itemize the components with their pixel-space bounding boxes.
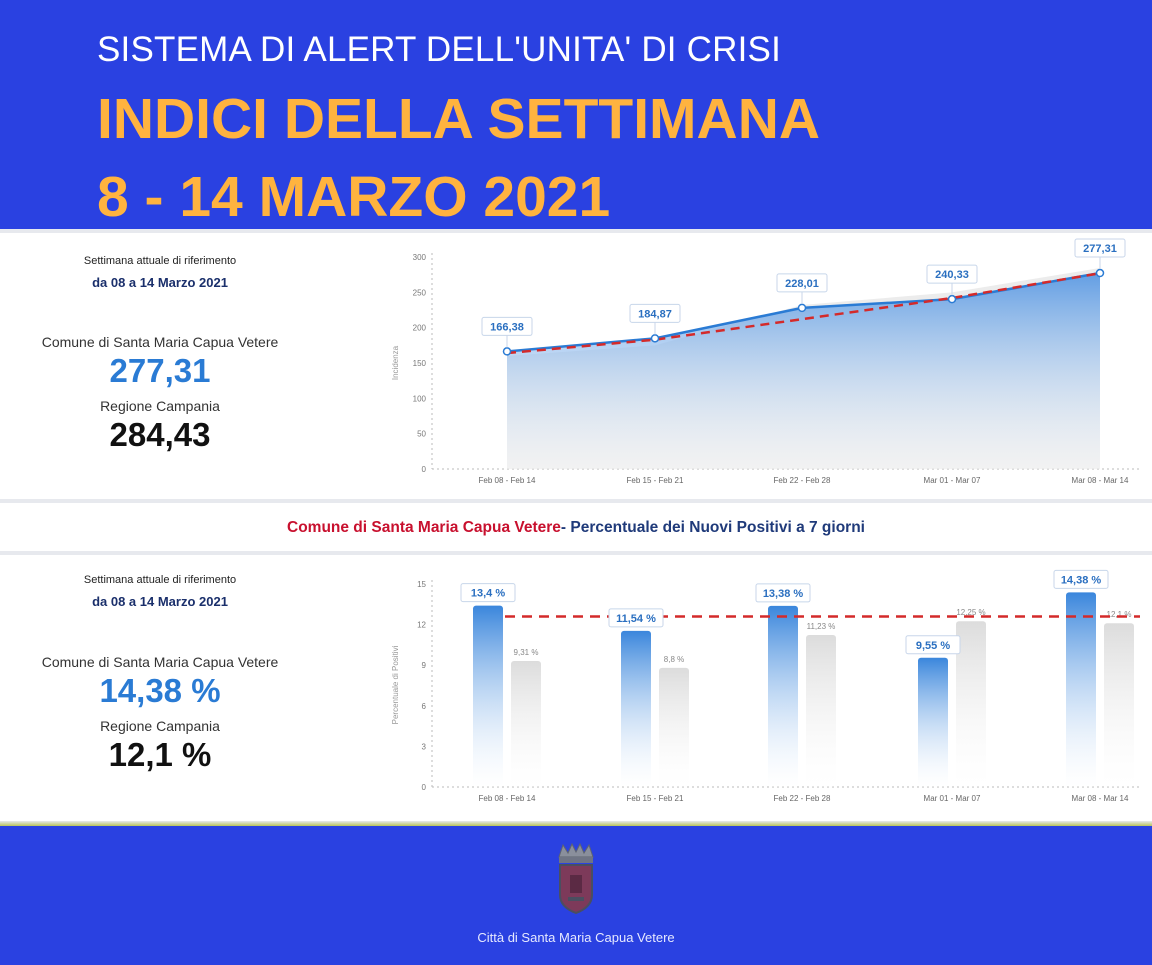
data-label: 14,38 % [1061,574,1102,586]
comune-bar [1066,592,1096,787]
comune-bar [473,605,503,787]
chart-title-band: Comune di Santa Maria Capua Vetere - Per… [0,503,1152,552]
header-subtitle: SISTEMA DI ALERT DELL'UNITA' DI CRISI [97,30,782,69]
x-tick-label: Feb 22 - Feb 28 [774,476,831,485]
comune-value: 14,38 % [99,672,221,709]
data-label: 9,55 % [916,640,950,652]
data-label: 184,87 [638,308,672,320]
header-title: INDICI DELLA SETTIMANA 8 - 14 MARZO 2021 [97,80,820,236]
data-label: 166,38 [490,321,524,333]
data-point [947,294,957,304]
y-tick-label: 300 [413,253,427,262]
region-value: 284,43 [109,416,211,453]
comune-area [507,273,1100,469]
band-title-metric: - Percentuale dei Nuovi Positivi a 7 gio… [560,518,865,536]
header-title-line1: INDICI DELLA SETTIMANA [97,87,821,151]
y-tick-label: 250 [413,288,427,297]
positivity-panel: Settimana attuale di riferimento da 08 a… [0,555,1152,821]
y-tick-label: 0 [422,783,427,792]
data-label: 228,01 [785,278,819,290]
y-tick-label: 0 [422,465,427,474]
data-label-box [1053,569,1109,589]
region-value: 12,1 % [108,736,212,773]
data-label-box [608,608,664,628]
y-tick-label: 12 [417,621,426,630]
y-axis-label: Incidenza [391,345,400,380]
x-tick-label: Mar 08 - Mar 14 [1072,476,1129,485]
data-point [650,334,660,343]
positivity-info: Settimana attuale di riferimento da 08 a… [0,574,320,609]
ref-label: Settimana attuale di riferimento [83,574,237,586]
comune-bar [918,657,948,787]
x-tick-label: Mar 08 - Mar 14 [1072,794,1129,803]
header: SISTEMA DI ALERT DELL'UNITA' DI CRISI IN… [0,0,1152,230]
y-tick-label: 100 [413,394,427,403]
x-tick-label: Feb 15 - Feb 21 [627,476,684,485]
y-tick-label: 6 [422,702,427,711]
data-label-box [460,583,516,603]
separator [0,229,1152,233]
data-point [1095,268,1105,278]
region-bar [956,621,986,787]
positivity-bar-chart: 0 3 6 9 12 15 Percentuale di Positivi Feb 08 - … [391,569,1140,803]
incidence-info: Settimana attuale di riferimento da 08 a… [0,255,320,290]
y-tick-label: 15 [417,580,426,589]
data-label: 13,38 % [763,588,804,600]
data-label-box [905,635,961,655]
x-tick-label: Feb 15 - Feb 21 [627,794,684,803]
ref-date: da 08 a 14 Marzo 2021 [92,275,228,290]
separator [0,499,1152,503]
comune-label: Comune di Santa Maria Capua Vetere [41,334,279,350]
trend-line [506,272,1101,355]
x-tick-label: Mar 01 - Mar 07 [924,794,981,803]
incidence-line-chart: 0 50 100 150 200 250 300 Incidenza Feb 08 - Feb … [391,238,1140,485]
y-tick-label: 150 [413,359,427,368]
ref-label: Settimana attuale di riferimento [83,255,237,267]
data-label-box [755,583,811,603]
data-label: 277,31 [1083,243,1117,255]
y-tick-label: 3 [422,742,427,751]
incidence-values: Comune di Santa Maria Capua Vetere 277,3… [0,334,320,454]
y-tick-label: 50 [417,430,426,439]
region-bar-label: 12,1 % [1107,610,1132,619]
region-bar [806,635,836,787]
y-tick-label: 9 [422,661,427,670]
data-label: 240,33 [935,269,969,281]
data-label: 11,54 % [616,613,656,625]
ref-date: da 08 a 14 Marzo 2021 [92,594,228,609]
y-axis-label: Percentuale di Positivi [391,645,400,724]
region-bar [659,667,689,787]
region-bar-label: 9,31 % [514,648,539,657]
region-label: Regione Campania [100,398,220,414]
x-tick-label: Feb 08 - Feb 14 [479,794,536,803]
region-bar-label: 11,23 % [807,622,836,631]
comune-value: 277,31 [109,352,211,389]
data-point [502,347,512,356]
positivity-values: Comune di Santa Maria Capua Vetere 14,38… [0,654,320,774]
separator [0,551,1152,555]
data-point [797,303,807,313]
y-tick-label: 200 [413,324,427,333]
region-bar [511,661,541,787]
footer-city-name: Città di Santa Maria Capua Vetere [477,930,675,945]
comune-label: Comune di Santa Maria Capua Vetere [41,654,279,670]
x-tick-label: Feb 08 - Feb 14 [479,476,536,485]
region-label: Regione Campania [100,718,220,734]
x-tick-label: Feb 22 - Feb 28 [774,794,831,803]
region-bar-label: 8,8 % [664,655,684,664]
data-label-box [629,303,681,323]
city-coat-of-arms-icon [558,843,594,915]
x-tick-label: Mar 01 - Mar 07 [924,476,981,485]
header-title-line2: 8 - 14 MARZO 2021 [97,165,611,229]
separator [0,821,1152,826]
data-label: 13,4 % [471,588,505,600]
region-bar-label: 12,25 % [956,608,985,617]
band-title-comune: Comune di Santa Maria Capua Vetere [287,518,561,536]
incidence-panel: Settimana attuale di riferimento da 08 a… [0,233,1152,499]
data-label-box [776,273,828,293]
region-bar [1104,623,1134,787]
comune-bar [768,605,798,787]
comune-bar [621,630,651,787]
